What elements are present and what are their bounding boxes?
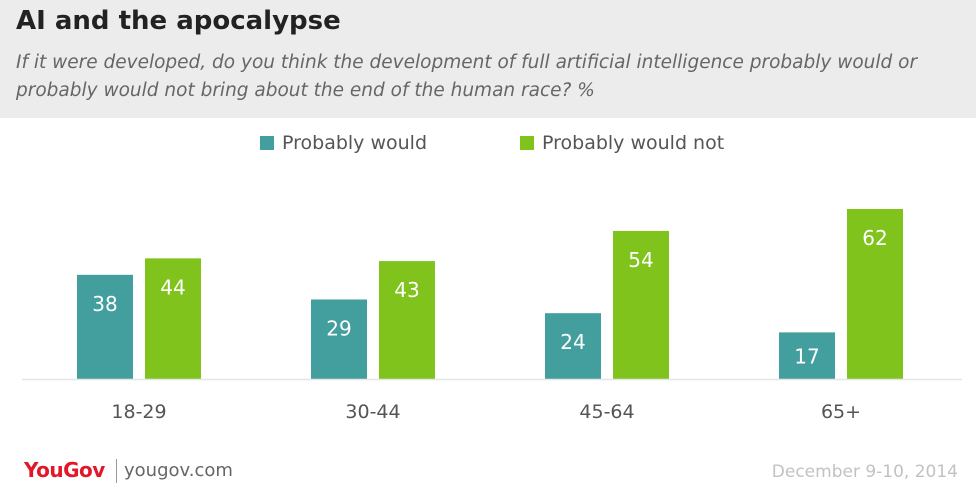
bar-would-65+ [779,332,835,379]
bar-would-not-65+ [847,209,903,379]
data-label-would-18-29: 38 [92,292,117,316]
x-tick-label-30-44: 30-44 [345,401,400,423]
legend-label-would: Probably would [282,132,428,154]
data-label-would-65+: 17 [794,345,819,369]
data-label-would-not-65+: 62 [862,226,887,250]
legend-item-would-not: Probably would not [520,132,724,154]
footer-divider [116,459,117,483]
legend-swatch-would-not [520,136,534,150]
x-tick-label-18-29: 18-29 [111,401,166,423]
bar-would-not-30-44 [379,261,435,379]
yougov-logo: YouGov [24,458,105,482]
data-label-would-not-30-44: 43 [394,278,419,302]
bar-would-not-18-29 [145,258,201,379]
data-label-would-30-44: 29 [326,316,351,340]
footer-site: yougov.com [124,460,233,481]
chart-title: AI and the apocalypse [16,6,341,36]
legend-item-would: Probably would [260,132,427,154]
x-tick-label-65+: 65+ [821,401,861,423]
bar-would-30-44 [311,299,367,379]
legend-label-would-not: Probably would not [542,132,725,154]
header-band [0,0,976,118]
bar-would-45-64 [545,313,601,379]
footer-date: December 9-10, 2014 [771,462,958,482]
bar-would-not-45-64 [613,230,669,379]
legend-swatch-would [260,136,274,150]
bar-would-18-29 [77,274,133,379]
data-label-would-not-45-64: 54 [628,248,653,272]
data-label-would-not-18-29: 44 [160,275,185,299]
chart-subtitle: If it were developed, do you think the d… [16,52,918,101]
data-label-would-45-64: 24 [560,330,585,354]
x-tick-label-45-64: 45-64 [579,401,634,423]
